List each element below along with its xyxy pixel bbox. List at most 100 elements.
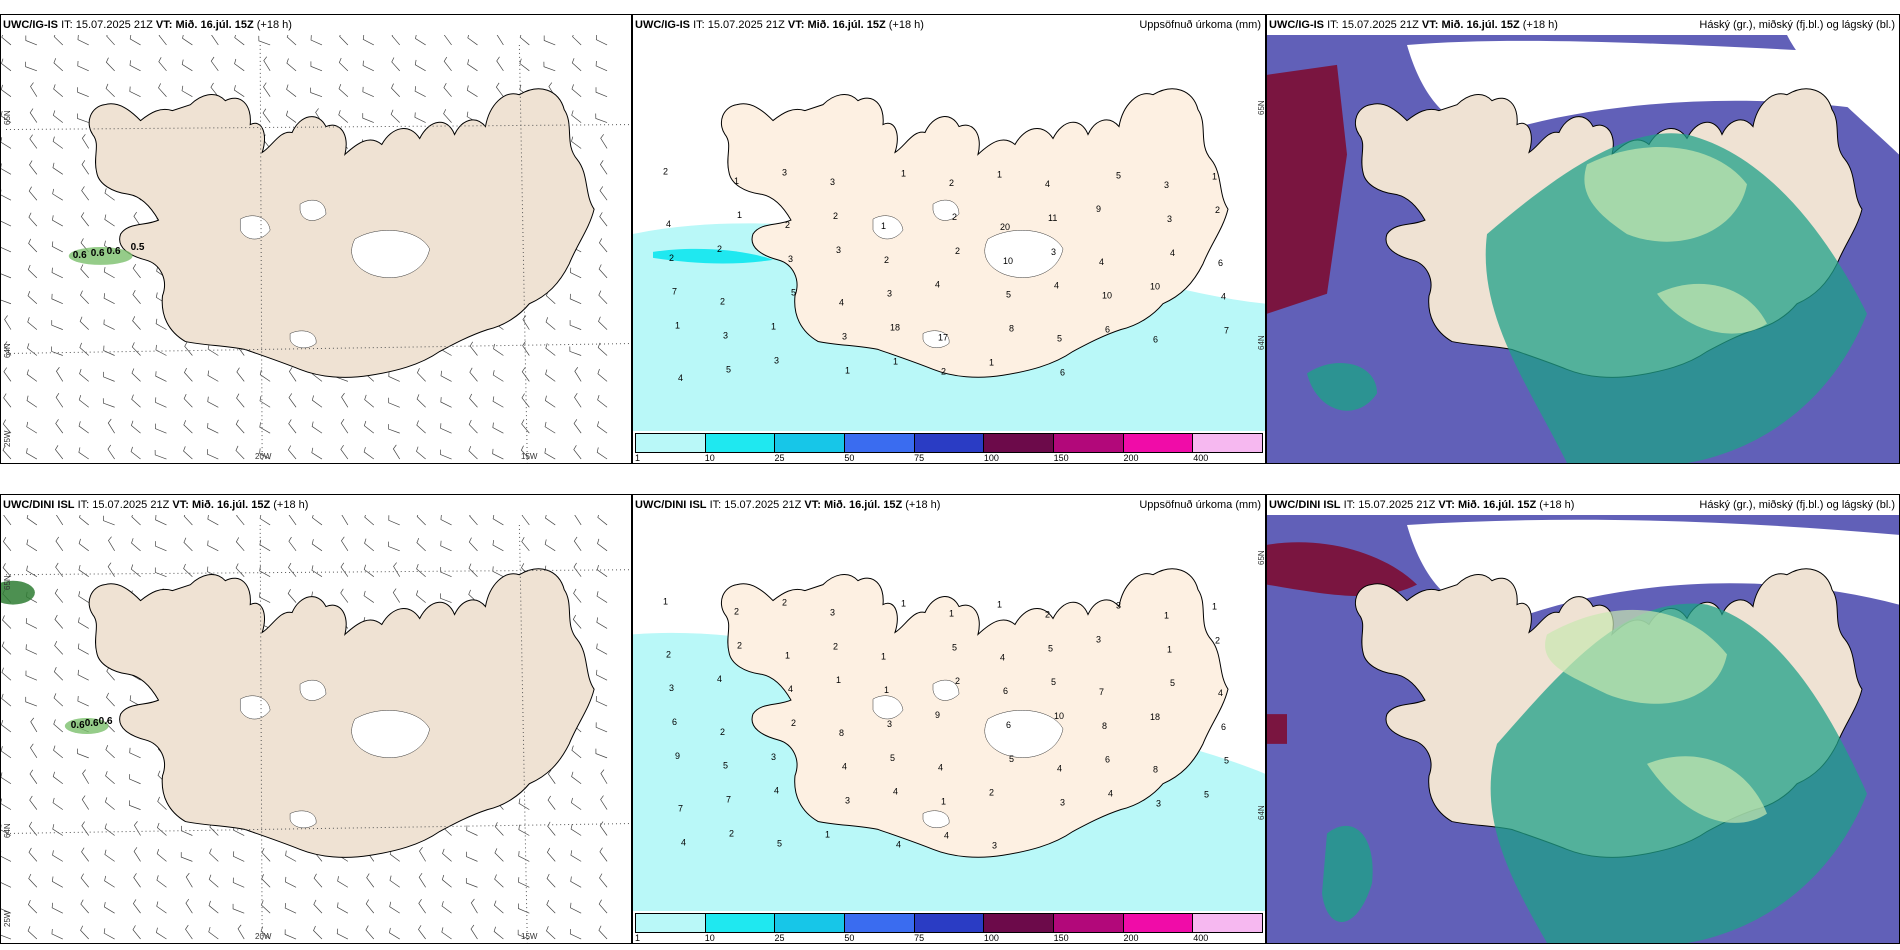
wind-barb xyxy=(107,418,115,434)
wind-barb xyxy=(596,617,608,629)
wind-barb xyxy=(597,515,608,526)
wind-barb xyxy=(595,87,608,98)
wind-barb xyxy=(286,84,297,97)
colorbar-swatch xyxy=(914,434,985,452)
wind-barb xyxy=(209,848,219,862)
wind-barb xyxy=(599,821,608,836)
wind-barb xyxy=(78,447,89,460)
wind-barb xyxy=(492,566,504,578)
wind-barb xyxy=(3,393,12,408)
colorbar-tick-label: 25 xyxy=(774,453,785,463)
precip-value-label: 7 xyxy=(678,804,683,814)
wind-barb xyxy=(237,924,245,940)
glacier xyxy=(872,215,904,240)
wind-barb xyxy=(207,396,219,408)
wind-barb xyxy=(1,798,12,810)
wind-barb xyxy=(285,850,297,862)
colorbar-swatch xyxy=(1123,914,1194,932)
wind-barb xyxy=(469,341,478,356)
lead-time: (+18 h) xyxy=(1539,499,1575,511)
wind-barb xyxy=(26,565,38,578)
wind-barb xyxy=(313,899,323,914)
it-value: 15.07.2025 21Z xyxy=(75,19,153,31)
precip-value-label: 4 xyxy=(893,787,898,797)
wind-barb xyxy=(27,899,38,914)
lon-label: 20W xyxy=(255,452,272,461)
wind-barb xyxy=(181,59,193,72)
wind-barb xyxy=(597,421,608,434)
wind-panel-dini: UWC/DINI ISL IT: 15.07.2025 21Z VT: Mið.… xyxy=(0,494,632,944)
wind-barb xyxy=(388,424,400,434)
wind-barb xyxy=(56,367,64,382)
precip-value-label: 1 xyxy=(941,797,946,807)
wind-barb xyxy=(416,515,426,526)
model-name: UWC/DINI ISL xyxy=(635,499,707,511)
wind-barb xyxy=(495,82,504,97)
wind-barb xyxy=(595,113,608,123)
precip-value-label: 1 xyxy=(1212,171,1217,181)
model-name: UWC/DINI ISL xyxy=(3,499,75,511)
colorbar-tick-label: 100 xyxy=(983,453,999,463)
wind-barb xyxy=(207,370,219,382)
wind-barb xyxy=(544,421,556,434)
precip-value-label: 3 xyxy=(992,840,997,850)
colorbar-swatch xyxy=(914,914,985,932)
precip-value-label: 2 xyxy=(669,253,674,263)
wind-barb xyxy=(518,903,530,914)
wind-barb xyxy=(183,563,193,577)
vt-value: Mið. 16.júl. 15Z xyxy=(807,19,886,31)
precip-value-label: 3 xyxy=(845,796,850,806)
wind-barb xyxy=(312,515,323,526)
wind-barb xyxy=(54,614,64,629)
precip-value-label: 7 xyxy=(726,795,731,805)
wind-barb xyxy=(103,319,115,330)
precip-value-label: 4 xyxy=(935,280,940,290)
precip-value-label: 5 xyxy=(890,753,895,763)
wind-barb xyxy=(600,795,608,810)
wind-barb xyxy=(599,160,608,175)
colorbar-tick-label: 75 xyxy=(914,933,925,943)
panel-header: UWC/DINI ISL IT: 15.07.2025 21Z VT: Mið.… xyxy=(1,495,631,515)
wind-barb xyxy=(466,825,478,836)
wind-barb xyxy=(598,899,608,914)
wind-barb xyxy=(129,695,141,707)
wind-barb xyxy=(103,293,115,305)
wind-barb xyxy=(336,928,349,940)
wind-barb xyxy=(285,876,297,888)
wind-barb xyxy=(1,35,12,46)
wind-barb xyxy=(3,367,12,382)
wind-barb xyxy=(158,57,167,72)
precip-value-label: 3 xyxy=(669,683,674,693)
wind-barb xyxy=(155,397,167,408)
wind-barb xyxy=(418,873,426,888)
lead-time: (+18 h) xyxy=(273,499,309,511)
wind-barb xyxy=(518,850,530,862)
wind-barb xyxy=(599,873,608,888)
wind-barb xyxy=(55,393,64,408)
wind-barb xyxy=(444,35,452,46)
wind-barb xyxy=(55,445,64,460)
precip-value-label: 1 xyxy=(836,675,841,685)
wind-barb xyxy=(2,445,12,460)
wind-barb xyxy=(362,35,374,46)
precip-value-label: 3 xyxy=(1060,798,1065,808)
wind-barb xyxy=(259,395,271,408)
precip-value-label: 4 xyxy=(1000,652,1005,662)
colorbar-labels: 1 10 25 50 75 100 150 200 400 xyxy=(635,933,1263,943)
wind-barb xyxy=(596,643,608,655)
glacier xyxy=(351,230,430,278)
precip-value-label: 6 xyxy=(1218,258,1223,268)
wind-barb xyxy=(106,666,115,681)
precip-value-label: 10 xyxy=(1054,711,1064,721)
precip-value-label: 4 xyxy=(1057,764,1062,774)
wind-barb xyxy=(340,562,349,577)
precip-map-svg: 2133121453141221220119322233221034467254… xyxy=(633,88,1265,431)
wind-barb xyxy=(598,238,608,253)
wind-barb xyxy=(129,800,141,810)
precip-value-label: 6 xyxy=(1006,720,1011,730)
wind-barb xyxy=(263,82,271,97)
wind-barb xyxy=(599,212,608,227)
wind-barb xyxy=(288,562,297,577)
wind-barb xyxy=(156,927,167,940)
precip-panel-dini: UWC/DINI ISL IT: 15.07.2025 21Z VT: Mið.… xyxy=(632,494,1266,944)
